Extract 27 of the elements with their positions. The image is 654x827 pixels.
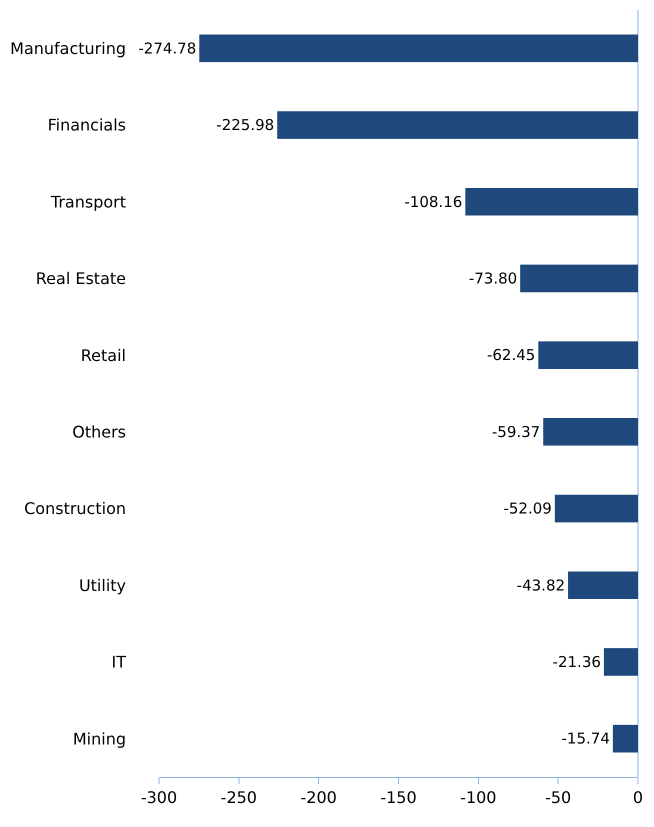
- data-label: -225.98: [216, 116, 274, 134]
- y-tick-label: Utility: [78, 576, 126, 595]
- x-tick-label: -200: [300, 788, 337, 808]
- data-label: -274.78: [138, 39, 196, 58]
- y-tick-label: Financials: [48, 116, 126, 135]
- data-label: -15.74: [562, 730, 610, 748]
- x-tick-label: -50: [545, 788, 572, 808]
- data-label: -73.80: [468, 269, 518, 288]
- x-tick-label: -150: [380, 788, 417, 808]
- data-label: -21.36: [552, 652, 601, 671]
- y-tick-label: Transport: [50, 192, 126, 212]
- x-tick-label: -300: [140, 788, 178, 808]
- data-label: -108.16: [404, 192, 462, 211]
- data-label: -62.45: [486, 346, 536, 364]
- data-label: -43.82: [516, 576, 566, 594]
- y-tick-label: Manufacturing: [10, 38, 126, 58]
- x-tick-label: -100: [460, 788, 496, 808]
- data-label: -59.37: [492, 422, 540, 441]
- y-tick-label: IT: [112, 652, 126, 672]
- y-tick-label: Mining: [72, 729, 126, 748]
- y-tick-label: Real Estate: [36, 269, 126, 288]
- y-tick-label: Construction: [24, 499, 126, 518]
- x-tick-label: -250: [220, 788, 257, 808]
- data-label: -52.09: [503, 500, 552, 518]
- y-tick-label: Others: [72, 422, 126, 442]
- y-tick-label: Retail: [80, 346, 126, 365]
- x-tick-label: 0: [632, 788, 644, 808]
